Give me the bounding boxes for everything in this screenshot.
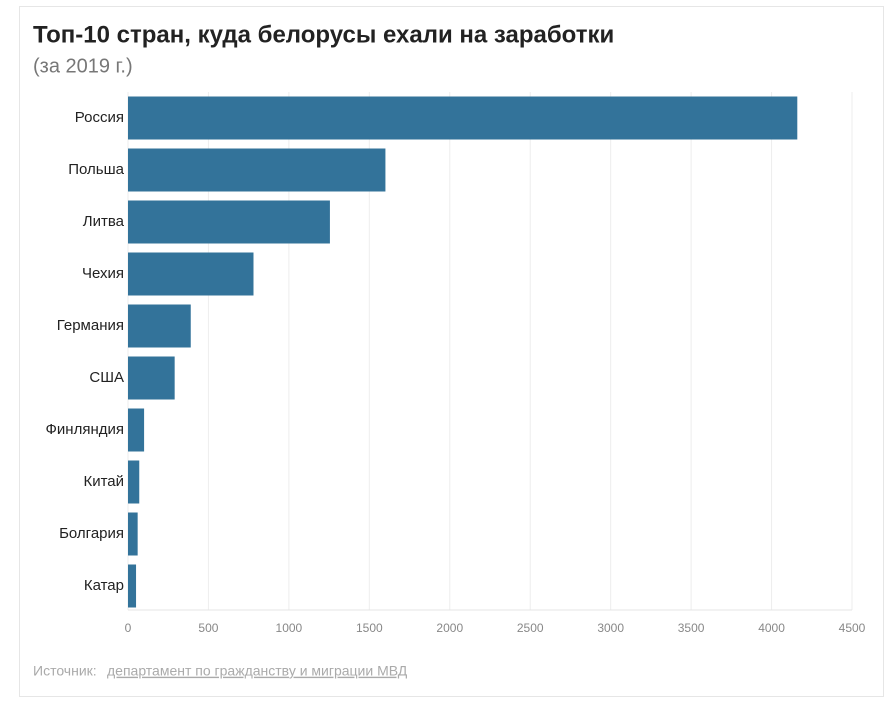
y-tick-label: Катар bbox=[84, 577, 124, 594]
bar bbox=[128, 460, 140, 504]
bar bbox=[128, 408, 145, 452]
x-tick-label: 4000 bbox=[758, 621, 785, 635]
x-tick-label: 4500 bbox=[839, 621, 866, 635]
y-tick-label: Финляндия bbox=[46, 421, 124, 438]
bar bbox=[128, 252, 254, 296]
y-tick-label: Польша bbox=[68, 161, 124, 178]
x-tick-label: 500 bbox=[198, 621, 218, 635]
chart-title: Топ-10 стран, куда белорусы ехали на зар… bbox=[33, 21, 614, 48]
y-tick-label: США bbox=[89, 369, 124, 386]
x-tick-label: 0 bbox=[125, 621, 132, 635]
source-label: Источник: bbox=[33, 663, 97, 679]
bar bbox=[128, 564, 137, 608]
source-link[interactable]: департамент по гражданству и миграции МВ… bbox=[107, 663, 408, 679]
x-tick-label: 1000 bbox=[276, 621, 303, 635]
y-tick-label: Германия bbox=[57, 317, 124, 334]
x-tick-label: 2000 bbox=[436, 621, 463, 635]
bar bbox=[128, 304, 191, 348]
bar bbox=[128, 96, 798, 140]
bar bbox=[128, 200, 330, 244]
x-tick-label: 1500 bbox=[356, 621, 383, 635]
bar bbox=[128, 148, 386, 192]
bar bbox=[128, 512, 138, 556]
x-tick-label: 3500 bbox=[678, 621, 705, 635]
y-tick-label: Россия bbox=[75, 109, 124, 126]
y-tick-label: Китай bbox=[83, 473, 124, 490]
y-tick-label: Болгария bbox=[59, 525, 124, 542]
x-tick-label: 3000 bbox=[597, 621, 624, 635]
x-tick-label: 2500 bbox=[517, 621, 544, 635]
y-tick-label: Чехия bbox=[82, 265, 124, 282]
chart-subtitle: (за 2019 г.) bbox=[33, 55, 133, 77]
bar bbox=[128, 356, 175, 400]
y-tick-label: Литва bbox=[83, 213, 125, 230]
